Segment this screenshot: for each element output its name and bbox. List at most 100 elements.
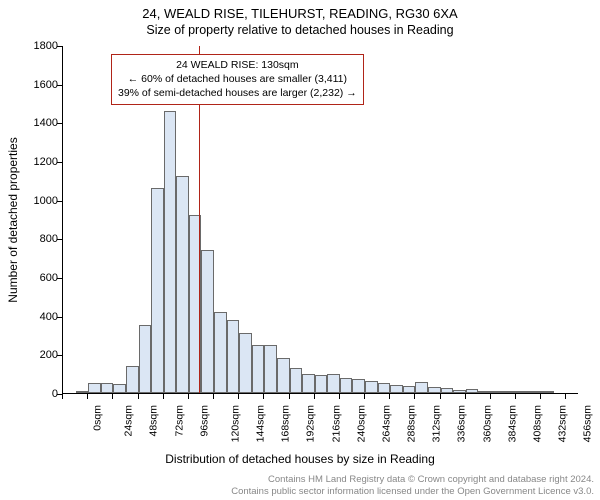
x-tick-mark [490,394,491,399]
bar [302,374,315,393]
y-tick-label: 200 [18,349,58,361]
bar [176,176,189,393]
bar [264,345,277,393]
x-tick-label: 96sqm [198,405,210,437]
bar [516,391,529,393]
x-tick-label: 192sqm [305,405,317,442]
y-tick-label: 0 [18,388,58,400]
x-tick-mark [289,394,290,399]
bar [214,312,227,393]
bar [88,383,101,393]
x-tick-mark [440,394,441,399]
bar [252,345,265,393]
y-tick-mark [57,355,62,356]
footer-attribution: Contains HM Land Registry data © Crown c… [231,474,594,498]
footer-line2: Contains public sector information licen… [231,486,594,498]
y-tick-mark [57,85,62,86]
bar [201,250,214,393]
x-tick-label: 288sqm [405,405,417,442]
bar [541,391,554,393]
x-tick-label: 24sqm [123,405,135,437]
x-axis-label: Distribution of detached houses by size … [0,452,600,466]
y-tick-mark [57,46,62,47]
x-tick-mark [62,394,63,399]
bar [415,382,428,393]
x-tick-mark [112,394,113,399]
x-tick-label: 216sqm [330,405,342,442]
x-tick-mark [465,394,466,399]
bar [139,325,152,393]
chart-title-line1: 24, WEALD RISE, TILEHURST, READING, RG30… [0,6,600,21]
x-tick-label: 360sqm [481,405,493,442]
info-line1: 24 WEALD RISE: 130sqm [118,58,357,72]
x-tick-label: 312sqm [431,405,443,442]
bar [529,391,542,393]
bar [327,374,340,393]
x-tick-mark [138,394,139,399]
chart-title-line2: Size of property relative to detached ho… [0,23,600,37]
y-tick-label: 1800 [18,40,58,52]
y-tick-label: 600 [18,272,58,284]
bar [491,391,504,393]
y-tick-mark [57,239,62,240]
bar [340,378,353,393]
x-tick-label: 72sqm [173,405,185,437]
x-tick-label: 144sqm [254,405,266,442]
info-box: 24 WEALD RISE: 130sqm ← 60% of detached … [111,54,364,105]
bar [164,111,177,393]
y-tick-label: 1000 [18,195,58,207]
bar [277,358,290,393]
y-tick-label: 800 [18,233,58,245]
y-tick-label: 1200 [18,156,58,168]
y-tick-label: 1400 [18,117,58,129]
x-tick-mark [339,394,340,399]
x-tick-label: 0sqm [92,405,104,431]
x-tick-mark [87,394,88,399]
bar [113,384,126,393]
y-tick-label: 400 [18,311,58,323]
bar [478,391,491,393]
bar [441,388,454,393]
x-tick-mark [188,394,189,399]
x-tick-mark [263,394,264,399]
x-tick-label: 384sqm [506,405,518,442]
x-tick-label: 264sqm [380,405,392,442]
x-tick-label: 48sqm [148,405,160,437]
x-tick-mark [163,394,164,399]
y-tick-mark [57,201,62,202]
bar [390,385,403,393]
y-tick-mark [57,278,62,279]
y-tick-mark [57,162,62,163]
x-tick-mark [414,394,415,399]
x-tick-mark [540,394,541,399]
x-tick-mark [314,394,315,399]
x-tick-mark [515,394,516,399]
bar [453,390,466,393]
footer-line1: Contains HM Land Registry data © Crown c… [231,474,594,486]
bar [365,381,378,393]
bar [403,386,416,393]
x-tick-mark [213,394,214,399]
y-tick-mark [57,317,62,318]
x-tick-label: 432sqm [556,405,568,442]
bar [352,379,365,394]
bar [126,366,139,393]
chart-container: 24, WEALD RISE, TILEHURST, READING, RG30… [0,0,600,500]
x-tick-label: 168sqm [280,405,292,442]
x-tick-label: 240sqm [355,405,367,442]
bar [239,333,252,393]
bar [315,375,328,393]
x-tick-label: 408sqm [531,405,543,442]
bar [378,383,391,393]
plot-area: 24 WEALD RISE: 130sqm ← 60% of detached … [62,46,578,394]
info-line2: ← 60% of detached houses are smaller (3,… [118,72,357,86]
bar [227,320,240,393]
bar [101,383,114,393]
bar [503,391,516,393]
info-line3: 39% of semi-detached houses are larger (… [118,86,357,100]
x-tick-label: 336sqm [456,405,468,442]
y-tick-label: 1600 [18,79,58,91]
bar [290,368,303,393]
x-tick-label: 456sqm [582,405,594,442]
x-tick-mark [565,394,566,399]
